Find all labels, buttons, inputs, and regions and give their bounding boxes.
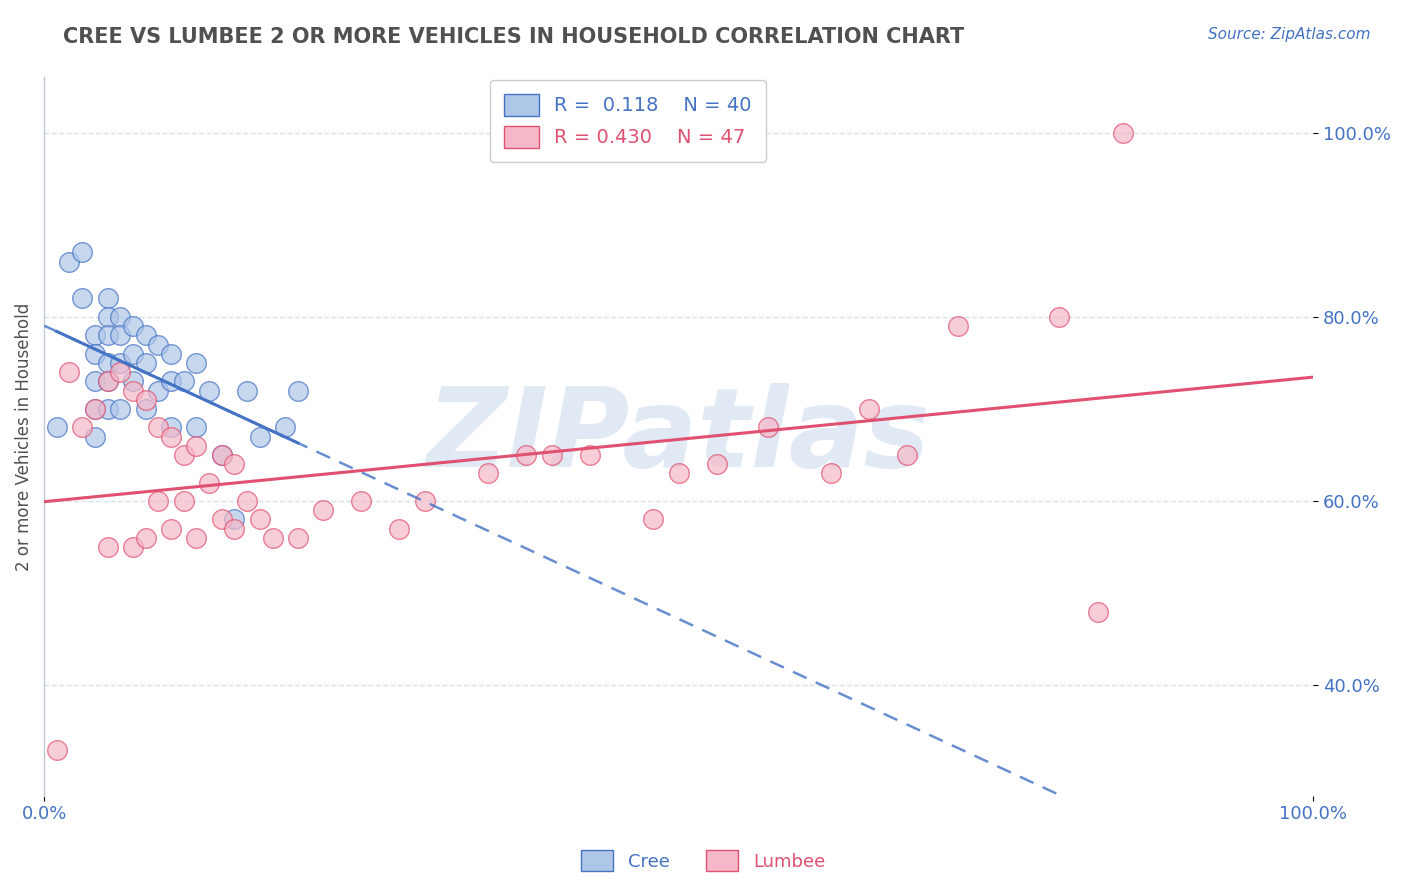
Point [160,522,183,536]
Point [97,401,120,416]
Point [160,375,183,389]
Point [70,245,93,260]
Point [211,448,233,462]
Point [236,384,259,398]
Point [173,375,195,389]
Point [173,448,195,462]
Point [160,347,183,361]
Point [946,319,969,334]
Point [668,467,690,481]
Legend: Cree, Lumbee: Cree, Lumbee [574,843,832,879]
Point [97,310,120,324]
Point [186,531,208,545]
Point [148,337,170,351]
Point [198,475,221,490]
Point [249,512,271,526]
Point [820,467,842,481]
Point [83,429,105,443]
Point [160,420,183,434]
Y-axis label: 2 or more Vehicles in Household: 2 or more Vehicles in Household [15,302,32,571]
Text: ZIPatlas: ZIPatlas [427,383,931,490]
Point [135,531,157,545]
Point [122,540,145,554]
Point [413,494,436,508]
Point [896,448,918,462]
Point [287,531,309,545]
Legend: R =  0.118    N = 40, R = 0.430    N = 47: R = 0.118 N = 40, R = 0.430 N = 47 [491,80,765,161]
Point [1112,126,1135,140]
Text: Source: ZipAtlas.com: Source: ZipAtlas.com [1208,27,1371,42]
Point [83,328,105,343]
Point [122,347,145,361]
Point [274,420,297,434]
Point [135,356,157,370]
Point [186,356,208,370]
Point [173,494,195,508]
Point [224,522,246,536]
Point [135,401,157,416]
Point [211,512,233,526]
Point [97,356,120,370]
Text: CREE VS LUMBEE 2 OR MORE VEHICLES IN HOUSEHOLD CORRELATION CHART: CREE VS LUMBEE 2 OR MORE VEHICLES IN HOU… [63,27,965,46]
Point [643,512,665,526]
Point [211,448,233,462]
Point [312,503,335,517]
Point [97,540,120,554]
Point [97,328,120,343]
Point [249,429,271,443]
Point [1087,605,1109,619]
Point [198,384,221,398]
Point [186,420,208,434]
Point [756,420,779,434]
Point [97,375,120,389]
Point [45,420,67,434]
Point [477,467,499,481]
Point [858,401,880,416]
Point [110,328,132,343]
Point [110,356,132,370]
Point [160,429,183,443]
Point [262,531,284,545]
Point [122,384,145,398]
Point [236,494,259,508]
Point [148,384,170,398]
Point [70,292,93,306]
Point [224,512,246,526]
Point [122,375,145,389]
Point [83,347,105,361]
Point [58,365,80,379]
Point [540,448,562,462]
Point [58,254,80,268]
Point [97,292,120,306]
Point [45,742,67,756]
Point [515,448,537,462]
Point [110,310,132,324]
Point [1049,310,1071,324]
Point [135,328,157,343]
Point [224,457,246,471]
Point [186,439,208,453]
Point [83,375,105,389]
Point [287,384,309,398]
Point [110,401,132,416]
Point [70,420,93,434]
Point [122,319,145,334]
Point [148,494,170,508]
Point [83,401,105,416]
Point [388,522,411,536]
Point [83,401,105,416]
Point [135,392,157,407]
Point [350,494,373,508]
Point [110,365,132,379]
Point [148,420,170,434]
Point [706,457,728,471]
Point [579,448,602,462]
Point [97,375,120,389]
